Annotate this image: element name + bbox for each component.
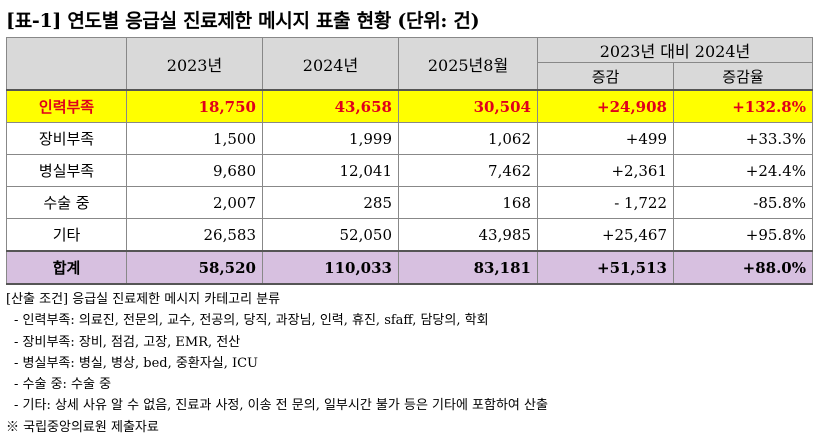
cell-change: +51,513 (537, 250, 674, 285)
note-staff: - 인력부족: 의료진, 전문의, 교수, 전공의, 당직, 과장님, 인력, … (14, 313, 489, 329)
cell-change: +499 (537, 122, 674, 155)
note-source: ※ 국립중앙의료원 제출자료 (6, 419, 159, 435)
note-beds: - 병실부족: 병실, 병상, bed, 중환자실, ICU (14, 355, 258, 371)
table-row-other: 기타 26,583 52,050 43,985 +25,467 +95.8% (6, 218, 813, 252)
cell-rate: -85.8% (673, 186, 813, 219)
header-2024: 2024년 (262, 37, 399, 91)
cell-rate: +33.3% (673, 122, 813, 155)
row-label: 병실부족 (6, 154, 127, 187)
cell-2025: 43,985 (398, 218, 538, 252)
cell-change: +25,467 (537, 218, 674, 252)
table-row-beds: 병실부족 9,680 12,041 7,462 +2,361 +24.4% (6, 154, 813, 187)
header-rate: 증감율 (673, 62, 813, 91)
cell-2024: 43,658 (262, 89, 399, 123)
row-label: 합계 (6, 250, 127, 285)
cell-change: +2,361 (537, 154, 674, 187)
cell-2023: 2,007 (126, 186, 263, 219)
header-2025: 2025년8월 (398, 37, 538, 91)
header-compare-group: 2023년 대비 2024년 (537, 37, 813, 63)
note-condition: [산출 조건] 응급실 진료제한 메시지 카테고리 분류 (6, 292, 281, 307)
table-title: [표-1] 연도별 응급실 진료제한 메시지 표출 현황 (단위: 건) (6, 10, 480, 32)
cell-2025: 168 (398, 186, 538, 219)
table-row-total: 합계 58,520 110,033 83,181 +51,513 +88.0% (6, 250, 813, 285)
cell-2025: 83,181 (398, 250, 538, 285)
data-table: 2023년 2024년 2025년8월 2023년 대비 2024년 증감 증감… (6, 37, 813, 285)
header-change: 증감 (537, 62, 674, 91)
row-label: 기타 (6, 218, 127, 252)
cell-2024: 1,999 (262, 122, 399, 155)
cell-2025: 30,504 (398, 89, 538, 123)
row-label: 인력부족 (6, 89, 127, 123)
note-equipment: - 장비부족: 장비, 점검, 고장, EMR, 전산 (14, 334, 241, 350)
note-other: - 기타: 상세 사유 알 수 없음, 진료과 사정, 이송 전 문의, 일부시… (14, 398, 548, 414)
table-row-surgery: 수술 중 2,007 285 168 - 1,722 -85.8% (6, 186, 813, 219)
cell-2025: 1,062 (398, 122, 538, 155)
row-label: 수술 중 (6, 186, 127, 219)
cell-2023: 58,520 (126, 250, 263, 285)
footnotes: [산출 조건] 응급실 진료제한 메시지 카테고리 분류 - 인력부족: 의료진… (6, 289, 548, 438)
cell-rate: +95.8% (673, 218, 813, 252)
cell-change: +24,908 (537, 89, 674, 123)
table-row-staff: 인력부족 18,750 43,658 30,504 +24,908 +132.8… (6, 89, 813, 123)
row-label: 장비부족 (6, 122, 127, 155)
header-blank (6, 37, 127, 91)
cell-rate: +132.8% (673, 89, 813, 123)
cell-2023: 1,500 (126, 122, 263, 155)
cell-rate: +24.4% (673, 154, 813, 187)
cell-2025: 7,462 (398, 154, 538, 187)
note-surgery: - 수술 중: 수술 중 (14, 377, 112, 393)
header-2023: 2023년 (126, 37, 263, 91)
cell-change: - 1,722 (537, 186, 674, 219)
cell-2023: 26,583 (126, 218, 263, 252)
table-row-equipment: 장비부족 1,500 1,999 1,062 +499 +33.3% (6, 122, 813, 155)
cell-2023: 9,680 (126, 154, 263, 187)
cell-2024: 110,033 (262, 250, 399, 285)
cell-2023: 18,750 (126, 89, 263, 123)
cell-2024: 52,050 (262, 218, 399, 252)
cell-2024: 285 (262, 186, 399, 219)
cell-2024: 12,041 (262, 154, 399, 187)
cell-rate: +88.0% (673, 250, 813, 285)
